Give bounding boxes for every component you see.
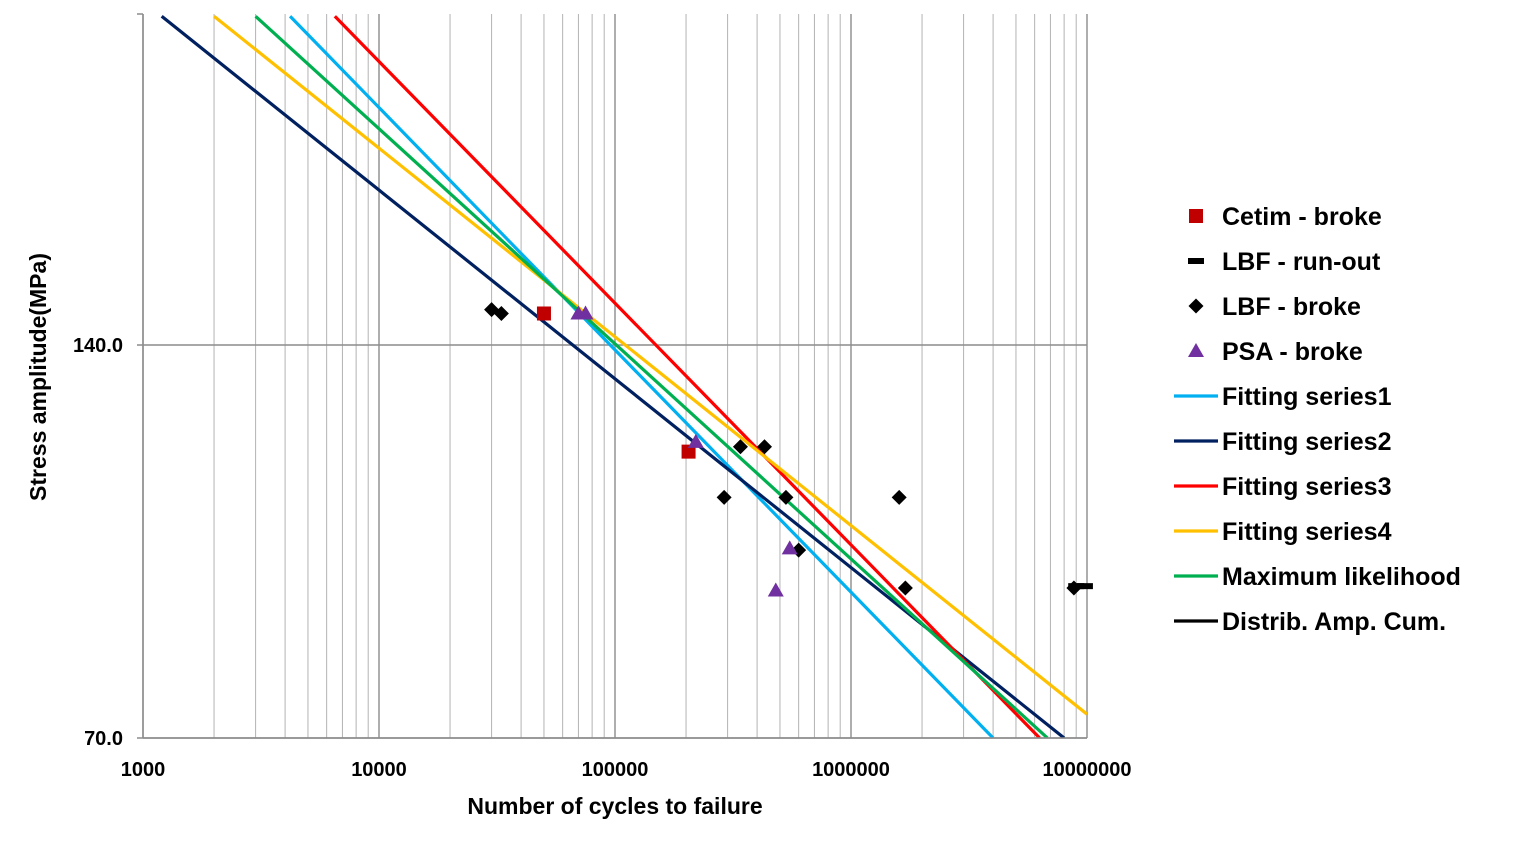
legend-label: LBF - broke: [1222, 293, 1361, 321]
legend-item: Maximum likelihood: [1174, 563, 1461, 591]
grid: [142, 14, 1088, 739]
legend-label: Fitting series4: [1222, 518, 1392, 546]
legend-swatch: [1188, 258, 1204, 264]
legend-label: Fitting series3: [1222, 473, 1392, 501]
y-tick-label: 140.0: [73, 335, 123, 357]
fit-line-maximum-likelihood: [254, 15, 1049, 738]
legend-label: Maximum likelihood: [1222, 563, 1461, 591]
legend-label: Fitting series1: [1222, 383, 1392, 411]
psa-broke-point: [687, 433, 704, 448]
fit-line-fitting-series4: [213, 15, 1087, 716]
legend-swatch: [1188, 298, 1204, 314]
psa-broke-point: [781, 540, 798, 555]
x-tick-label: 1000: [121, 759, 166, 781]
legend-item: PSA - broke: [1188, 338, 1363, 366]
psa-broke-point: [767, 582, 784, 597]
fit-line-fitting-series3: [333, 15, 1041, 738]
x-tick-label: 10000000: [1043, 759, 1132, 781]
lbf-broke-point: [1066, 580, 1082, 596]
y-tick-label: 70.0: [84, 728, 123, 750]
legend-item: Cetim - broke: [1189, 203, 1382, 231]
lbf-broke-point: [756, 439, 772, 455]
legend-item: Fitting series4: [1174, 518, 1392, 546]
axes: 1000 10000 100000 1000000 10000000 70.0 140.0: [73, 13, 1132, 781]
legend-label: PSA - broke: [1222, 338, 1363, 366]
legend-label: Fitting series2: [1222, 428, 1392, 456]
lbf-broke-point: [778, 489, 794, 505]
cetim-broke-point: [536, 306, 551, 321]
legend-item: Fitting series2: [1174, 428, 1392, 456]
x-tick-label: 100000: [582, 759, 649, 781]
lbf-run-out-point: [1076, 583, 1093, 590]
legend-swatch: [1189, 209, 1203, 223]
lbf-broke-point: [493, 305, 509, 321]
legend-swatch: [1188, 343, 1204, 357]
legend-label: LBF - run-out: [1222, 248, 1381, 276]
lbf-broke-point: [897, 580, 913, 596]
legend-label: Cetim - broke: [1222, 203, 1382, 231]
fit-line-fitting-series1: [288, 15, 995, 738]
legend-item: Fitting series1: [1174, 383, 1392, 411]
legend-item: Fitting series3: [1174, 473, 1392, 501]
lbf-broke-point: [891, 489, 907, 505]
y-axis-title: Stress amplitude(MPa): [25, 253, 51, 501]
cetim-broke-point: [681, 444, 696, 459]
legend-item: Distrib. Amp. Cum.: [1174, 608, 1446, 636]
legend-item: LBF - broke: [1188, 293, 1361, 321]
x-tick-label: 10000: [351, 759, 407, 781]
lbf-broke-point: [716, 489, 732, 505]
lbf-broke-point: [732, 439, 748, 455]
legend: Cetim - broke LBF - run-out LBF - broke PSA…: [1174, 203, 1461, 636]
psa-broke-point: [577, 305, 594, 320]
legend-item: LBF - run-out: [1188, 248, 1381, 276]
x-tick-label: 1000000: [812, 759, 890, 781]
x-axis-title: Number of cycles to failure: [467, 793, 762, 819]
plot-area: [160, 15, 1093, 738]
legend-label: Distrib. Amp. Cum.: [1222, 608, 1446, 636]
